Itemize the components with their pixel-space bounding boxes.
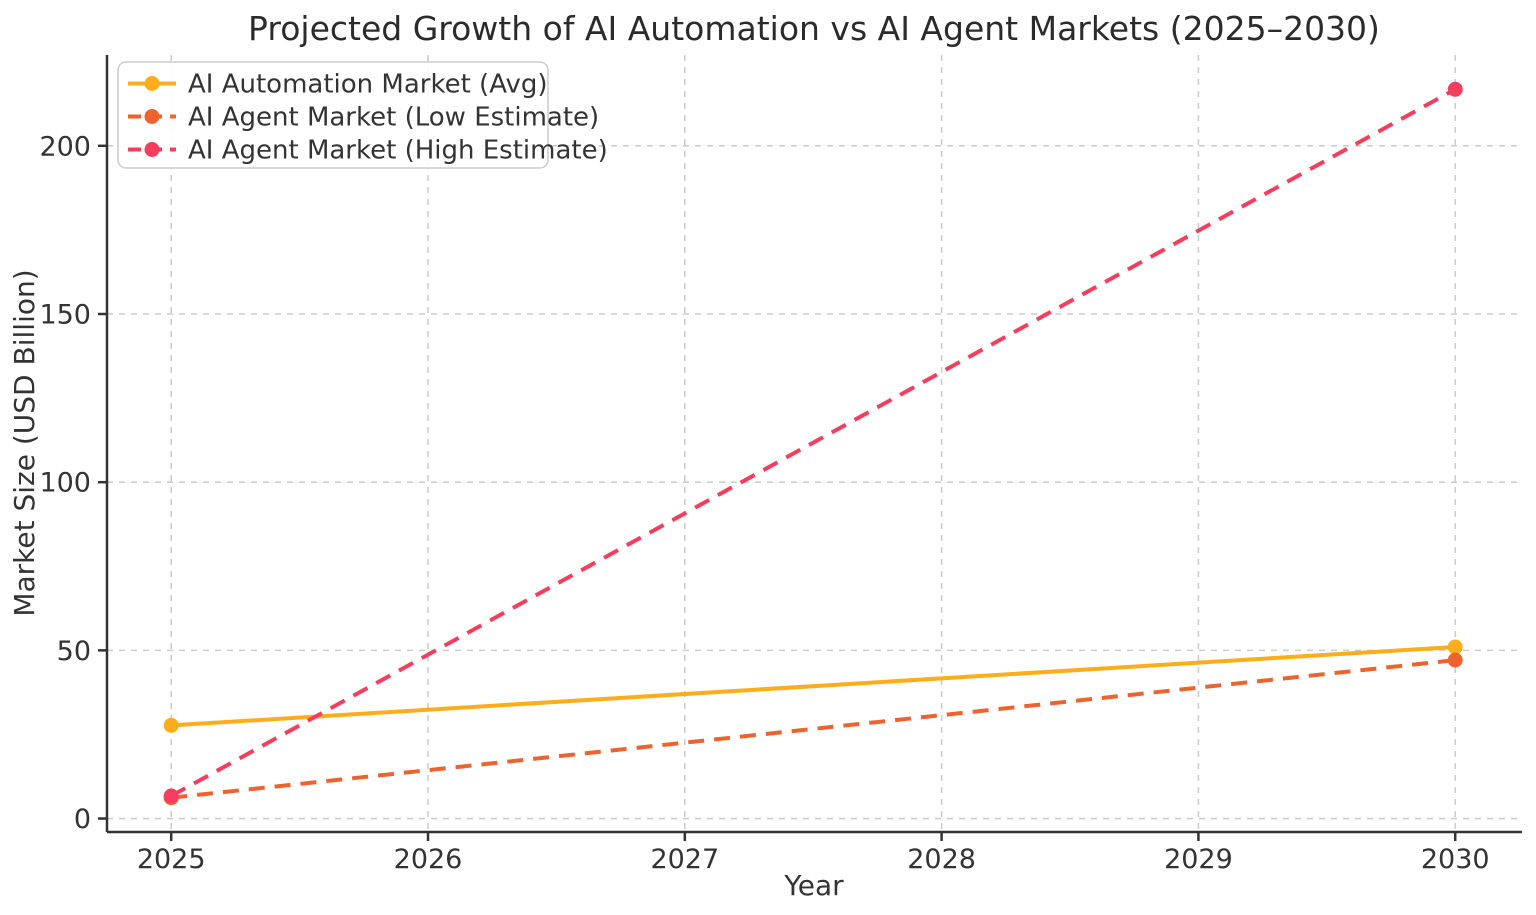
y-tick-label: 0 xyxy=(74,804,91,835)
chart-title: Projected Growth of AI Automation vs AI … xyxy=(248,9,1380,48)
x-tick-label: 2026 xyxy=(394,844,463,875)
x-tick-label: 2030 xyxy=(1421,844,1490,875)
y-tick-label: 200 xyxy=(39,131,91,162)
legend-marker-ai-agent-market-high-estimate xyxy=(144,142,160,157)
series-marker-ai-automation-market-avg xyxy=(163,717,179,733)
x-tick-label: 2027 xyxy=(650,844,719,875)
legend: AI Automation Market (Avg)AI Agent Marke… xyxy=(117,61,608,169)
series-line-ai-automation-market-avg xyxy=(171,645,1456,728)
grid-layer xyxy=(107,55,1522,832)
series-marker-ai-agent-market-high-estimate xyxy=(163,788,179,804)
x-axis-label: Year xyxy=(783,869,844,902)
series-marker-ai-agent-market-low-estimate xyxy=(1447,652,1463,668)
series-layer xyxy=(163,81,1463,806)
legend-label-ai-agent-market-low-estimate: AI Agent Market (Low Estimate) xyxy=(188,103,599,133)
series-marker-ai-automation-market-avg xyxy=(1447,639,1463,655)
y-axis-label: Market Size (USD Billion) xyxy=(8,269,41,616)
x-tick-label: 2028 xyxy=(907,844,976,875)
axes-layer: 2025 2026 2027 2028 2029 2030 0 50 100 150 200 xyxy=(39,55,1522,875)
series-line-ai-agent-market-low-estimate xyxy=(170,658,1456,800)
y-tick-label: 50 xyxy=(57,636,91,667)
x-tick-label: 2025 xyxy=(137,844,206,875)
legend-box xyxy=(117,61,549,169)
y-tick-label: 150 xyxy=(39,300,91,331)
legend-marker-ai-automation-market-avg xyxy=(144,76,160,91)
legend-label-ai-agent-market-high-estimate: AI Agent Market (High Estimate) xyxy=(188,136,608,166)
legend-marker-ai-agent-market-low-estimate xyxy=(144,109,160,124)
x-tick-label: 2029 xyxy=(1164,844,1233,875)
y-tick-label: 100 xyxy=(39,468,91,499)
series-marker-ai-agent-market-high-estimate xyxy=(1447,81,1463,97)
legend-label-ai-automation-market-avg: AI Automation Market (Avg) xyxy=(188,70,548,100)
series-line-ai-agent-market-high-estimate xyxy=(170,87,1457,798)
